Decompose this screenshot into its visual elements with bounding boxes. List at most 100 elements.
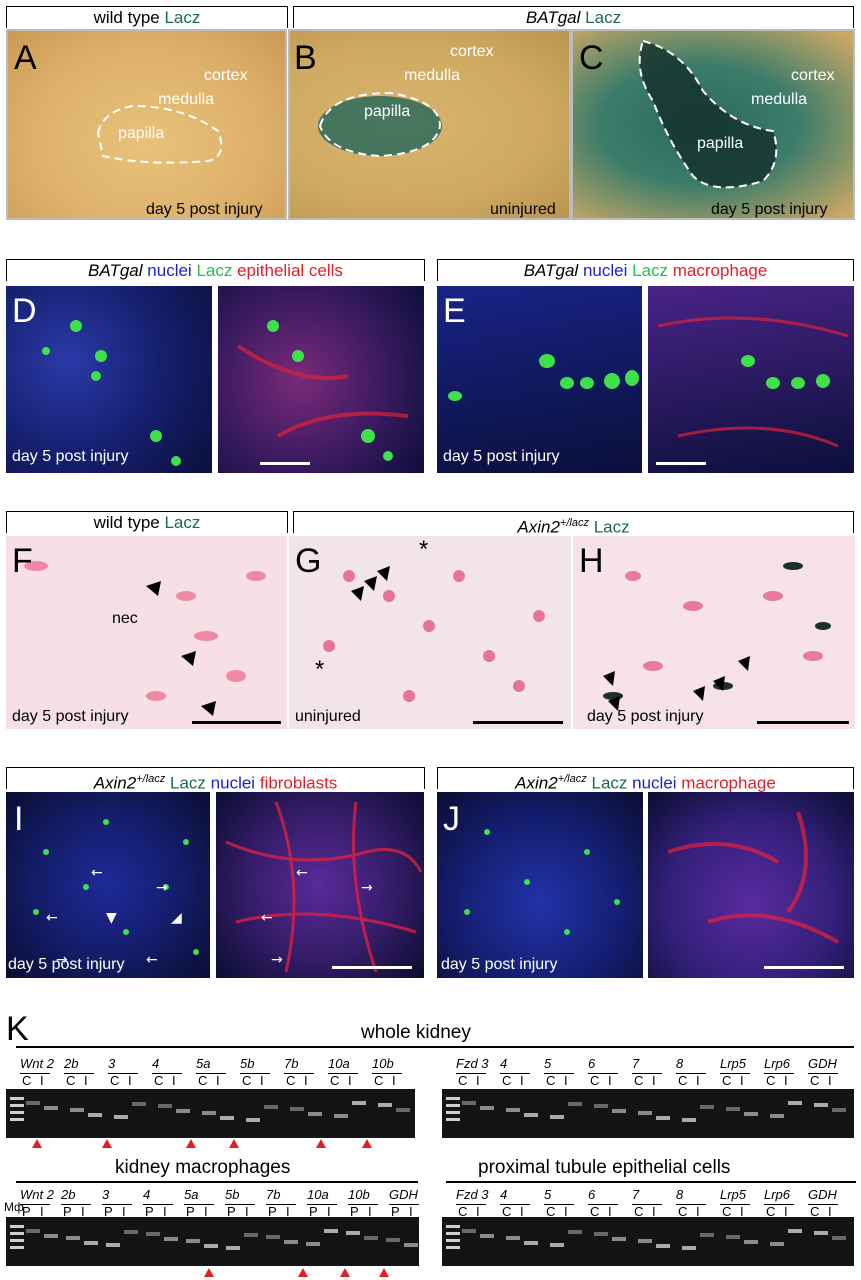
panel-j-right-image (648, 792, 854, 978)
label-papilla: papilla (364, 103, 411, 120)
header-stain: Lacz (585, 8, 622, 27)
mac-gene-rule (102, 1204, 132, 1205)
mac-lane-label: P (22, 1204, 31, 1219)
gel-band (594, 1104, 608, 1108)
gel-band (656, 1244, 670, 1248)
marker-arrowhead (298, 1268, 308, 1277)
header-stain: Lacz (593, 517, 630, 537)
gel-band (524, 1113, 538, 1117)
svg-text:→: → (156, 880, 168, 896)
pt-gene-label: Lrp5 (720, 1187, 747, 1202)
gel-band (84, 1241, 98, 1245)
mac-gene-rule (348, 1204, 378, 1205)
gel-band (480, 1234, 494, 1238)
mac-gene-label: 7b (266, 1187, 281, 1202)
label-medulla: medulla (158, 91, 215, 108)
pt-lane-label: C (722, 1204, 732, 1219)
header-stain: Lacz (164, 8, 201, 27)
pt-gene-rule (632, 1204, 662, 1205)
ladder-band (446, 1118, 460, 1121)
fz-lane-label: I (652, 1073, 656, 1088)
mac-gene-rule (307, 1204, 337, 1205)
mac-gene-label: 3 (102, 1187, 110, 1202)
pt-lane-label: C (502, 1204, 512, 1219)
gel-band (202, 1111, 216, 1115)
panel-letter: D (12, 292, 37, 330)
panel-caption: uninjured (295, 708, 361, 725)
mac-lane-label: I (245, 1204, 249, 1219)
panel-c-image: C cortex medulla papilla day 5 post inju… (571, 29, 855, 220)
fz-lane-label: I (828, 1073, 832, 1088)
wk-lane-label: I (40, 1073, 44, 1088)
pt-lane-label: C (458, 1204, 468, 1219)
svg-text:→: → (271, 952, 283, 968)
gel-band (26, 1101, 40, 1105)
marker-arrowhead (340, 1268, 350, 1277)
header-prefix: wild type (93, 513, 160, 532)
pt-lane-label: C (590, 1204, 600, 1219)
gel-band (612, 1237, 626, 1241)
title-rule (16, 1046, 854, 1048)
pt-lane-label: I (520, 1204, 524, 1219)
pt-lane-label: C (546, 1204, 556, 1219)
marker-arrowhead (32, 1139, 42, 1148)
title-rule (16, 1181, 418, 1183)
row1-header-right: BATgal Lacz (293, 6, 854, 28)
wk-gene-rule (372, 1073, 402, 1074)
gel-band (396, 1108, 410, 1112)
header-c2: nuclei (632, 773, 677, 793)
gel-kidney-macrophages (6, 1217, 419, 1266)
ladder-band (446, 1239, 460, 1242)
wk-gene-rule (328, 1073, 358, 1074)
scale-bar (260, 462, 310, 465)
svg-text:→: → (56, 952, 68, 968)
gel-band (334, 1114, 348, 1118)
gel-band (506, 1236, 520, 1240)
svg-text:→: → (361, 880, 373, 896)
gel-band (70, 1108, 84, 1112)
wk-gene-label: 5a (196, 1056, 211, 1071)
gel-band (308, 1112, 322, 1116)
panel-caption: day 5 post injury (587, 708, 704, 725)
pt-lane-label: C (810, 1204, 820, 1219)
wk-gene-label: 10b (372, 1056, 394, 1071)
gel-band (638, 1239, 652, 1243)
pt-gene-rule (544, 1204, 574, 1205)
panel-caption: day 5 post injury (443, 448, 560, 465)
mac-lane-label: P (186, 1204, 195, 1219)
fz-gene-label: 5 (544, 1056, 552, 1071)
marker-arrowhead (204, 1268, 214, 1277)
pt-lane-label: I (828, 1204, 832, 1219)
mac-gene-label: 4 (143, 1187, 151, 1202)
marker-arrowhead (379, 1268, 389, 1277)
pt-lane-label: I (564, 1204, 568, 1219)
wk-lane-label: I (392, 1073, 396, 1088)
panel-caption: day 5 post injury (146, 201, 263, 218)
gel-whole-kidney-fzd (442, 1089, 854, 1138)
header-c3: fibroblasts (259, 773, 338, 793)
title-whole-kidney: whole kidney (361, 1022, 471, 1043)
gel-band (378, 1103, 392, 1107)
mac-gene-rule (184, 1204, 214, 1205)
panel-caption: day 5 post injury (12, 708, 129, 725)
label-medulla: medulla (404, 67, 461, 84)
pt-gene-label: Fzd 3 (456, 1187, 489, 1202)
header-stain: Lacz (164, 513, 201, 532)
header-c2: Lacz (196, 261, 233, 280)
wk-lane-label: C (374, 1073, 384, 1088)
gel-band (124, 1230, 138, 1234)
mac-gene-rule (20, 1204, 50, 1205)
header-line: BATgal (523, 261, 579, 280)
svg-text:←: ← (261, 910, 273, 926)
scale-bar (332, 966, 412, 969)
gel-band (164, 1237, 178, 1241)
scale-bar (757, 721, 849, 724)
label-medulla: medulla (751, 91, 808, 108)
mac-lane-label: P (309, 1204, 318, 1219)
header-c1: nuclei (582, 261, 628, 280)
scale-bar (473, 721, 563, 724)
fz-gene-label: Lrp5 (720, 1056, 747, 1071)
pt-lane-label: I (608, 1204, 612, 1219)
fz-gene-rule (632, 1073, 662, 1074)
star-top: * (419, 536, 429, 563)
